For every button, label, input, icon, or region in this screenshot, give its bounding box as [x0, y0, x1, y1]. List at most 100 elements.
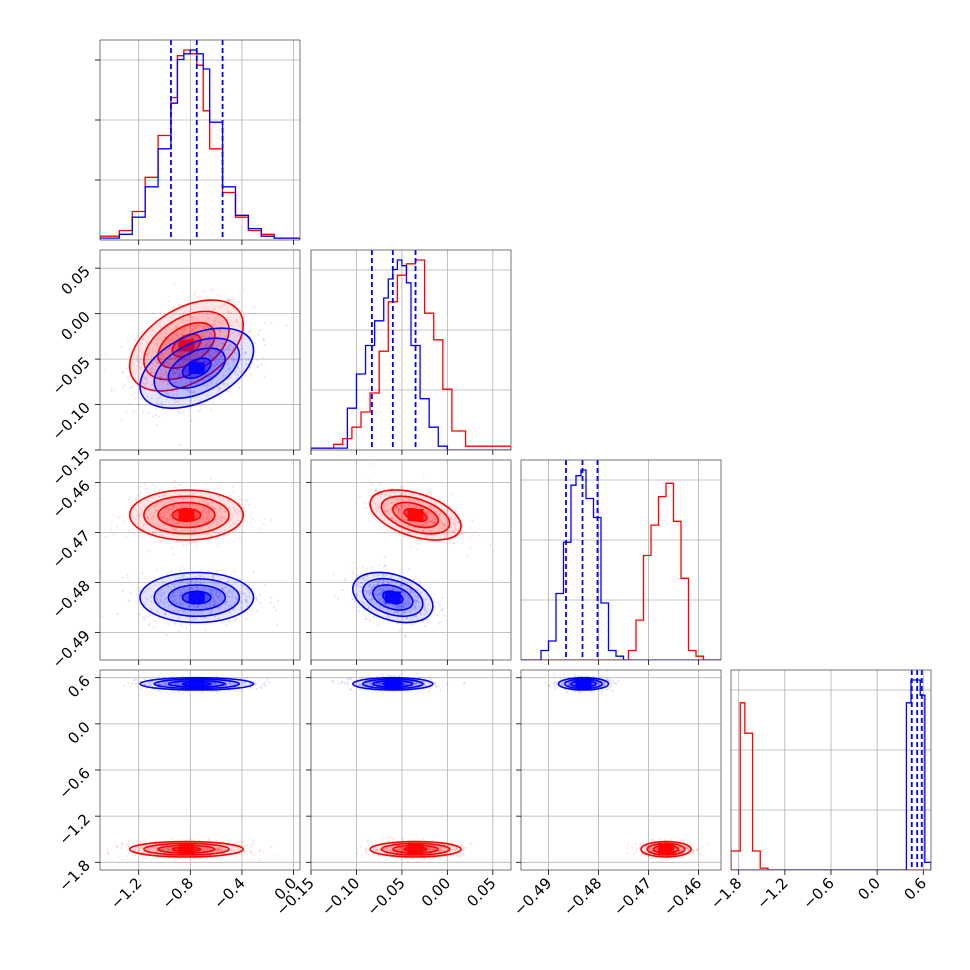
scatter-point	[166, 520, 169, 523]
scatter-point	[174, 358, 177, 362]
scatter-point	[259, 527, 262, 530]
scatter-point	[144, 844, 147, 847]
histogram-step	[311, 259, 511, 450]
scatter-point	[395, 848, 398, 851]
scatter-point	[243, 315, 246, 318]
scatter-point	[358, 496, 361, 499]
scatter-point	[217, 343, 220, 346]
scatter-point	[216, 340, 219, 343]
scatter-point	[422, 528, 425, 531]
scatter-point	[421, 524, 424, 527]
scatter-point	[462, 847, 465, 850]
scatter-point	[377, 505, 380, 508]
scatter-point	[205, 856, 209, 860]
scatter-point	[177, 522, 180, 525]
scatter-point	[368, 512, 372, 515]
scatter-point	[209, 477, 213, 480]
scatter-point	[227, 519, 231, 523]
scatter-point	[370, 589, 373, 592]
scatter-point	[464, 846, 467, 849]
scatter-point	[218, 593, 222, 596]
scatter-point	[176, 507, 179, 510]
scatter-point	[236, 320, 239, 324]
scatter-point	[408, 530, 411, 534]
scatter-point	[363, 609, 367, 612]
scatter-point	[225, 683, 228, 686]
scatter-point	[174, 577, 177, 581]
scatter-point	[442, 527, 446, 530]
scatter-point	[160, 359, 163, 362]
scatter-point	[232, 347, 235, 350]
scatter-point	[232, 682, 235, 685]
scatter-point	[213, 681, 216, 685]
scatter-point	[204, 628, 207, 631]
contour-line	[171, 507, 202, 523]
scatter-point	[439, 609, 443, 612]
scatter-point	[240, 600, 243, 603]
scatter-point	[381, 590, 384, 593]
scatter-point	[428, 529, 431, 533]
scatter-point	[181, 604, 184, 607]
scatter-point	[369, 599, 372, 603]
scatter-point	[389, 845, 393, 848]
scatter-point	[368, 593, 371, 596]
scatter-point	[161, 381, 164, 384]
scatter-point	[106, 848, 109, 851]
scatter-point	[214, 341, 217, 344]
scatter-point	[380, 527, 383, 530]
scatter-point	[400, 504, 403, 507]
scatter-point	[207, 352, 211, 355]
scatter-point	[382, 585, 385, 588]
scatter-point	[219, 339, 222, 342]
scatter-point	[398, 848, 401, 851]
scatter-point	[195, 579, 198, 582]
scatter-point	[184, 332, 187, 336]
scatter-point	[216, 360, 219, 363]
scatter-point	[167, 498, 170, 502]
scatter-point	[172, 388, 175, 391]
scatter-point	[163, 508, 167, 511]
scatter-point	[159, 594, 163, 597]
scatter-point	[138, 349, 141, 352]
scatter-point	[214, 506, 217, 509]
scatter-point	[196, 326, 199, 329]
scatter-point	[249, 686, 252, 690]
scatter-point	[361, 601, 364, 604]
scatter-point	[166, 392, 169, 395]
contour-line	[403, 846, 428, 852]
scatter-point	[217, 508, 220, 511]
scatter-point	[228, 611, 231, 614]
scatter-point	[404, 579, 407, 583]
scatter-point	[203, 375, 206, 378]
scatter-point	[207, 339, 210, 342]
scatter-point	[452, 521, 455, 525]
scatter-point	[203, 580, 206, 583]
scatter-point	[400, 505, 403, 508]
scatter-point	[228, 840, 231, 844]
scatter-point	[207, 587, 210, 590]
scatter-point	[234, 370, 237, 374]
scatter-point	[218, 360, 221, 363]
scatter-point	[185, 524, 188, 527]
scatter-point	[169, 515, 172, 518]
scatter-point	[141, 330, 144, 333]
panel-3-1: −0.15 −0.10 −0.05 0.00 0.05	[273, 669, 512, 919]
scatter-point	[425, 598, 428, 601]
scatter-point	[402, 536, 405, 539]
scatter-point	[165, 847, 168, 850]
scatter-point	[438, 525, 442, 528]
scatter-point	[241, 531, 245, 534]
scatter-point	[416, 528, 419, 532]
scatter-point	[211, 589, 214, 593]
scatter-point	[179, 682, 182, 685]
scatter-point	[188, 604, 191, 607]
scatter-point	[203, 849, 206, 852]
scatter-point	[469, 526, 472, 529]
scatter-point	[173, 858, 176, 862]
scatter-point	[229, 517, 232, 521]
scatter-point	[192, 326, 195, 329]
scatter-point	[207, 508, 211, 511]
scatter-point	[364, 590, 367, 593]
scatter-point	[171, 481, 175, 484]
scatter-point	[144, 851, 147, 854]
